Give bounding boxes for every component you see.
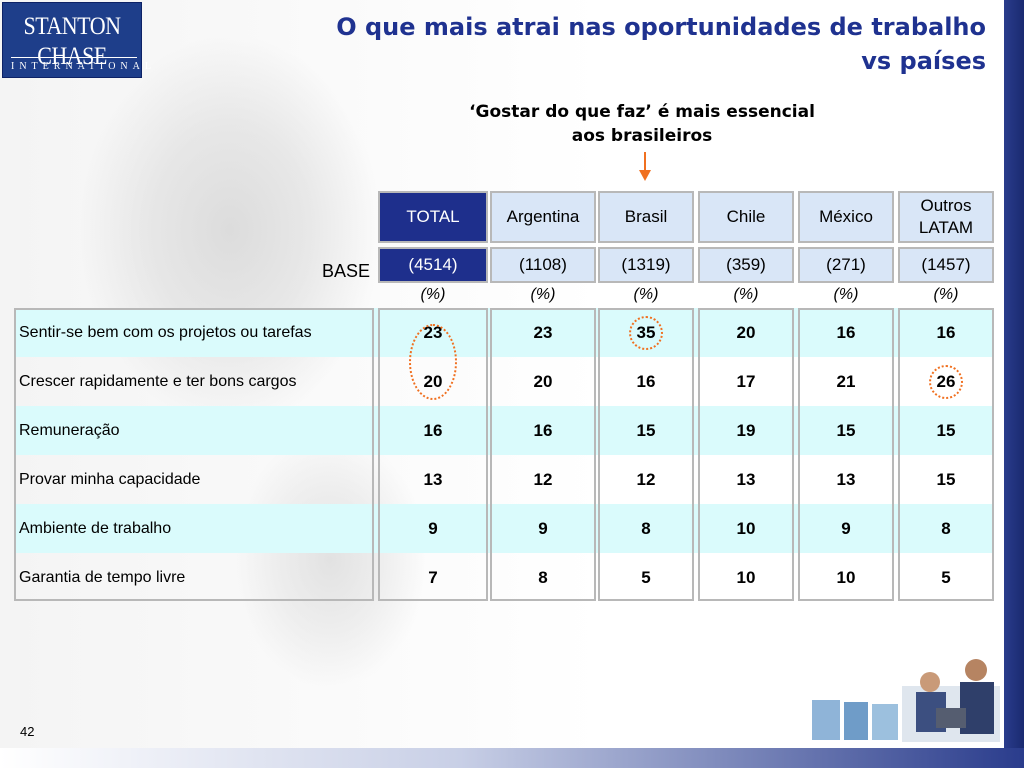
column-header-label: México xyxy=(819,206,873,228)
data-column-column-1 xyxy=(490,308,596,601)
table-cell-value: 16 xyxy=(936,323,956,342)
column-header-line1: Chile xyxy=(726,207,766,226)
base-value: (1319) xyxy=(598,247,694,283)
right-decor-bar xyxy=(1004,0,1024,768)
column-header-label: Chile xyxy=(727,206,766,228)
data-column-column-2 xyxy=(598,308,694,601)
bottom-decor-bar xyxy=(0,748,1024,768)
page-title: O que mais atrai nas oportunidades de tr… xyxy=(206,10,986,78)
table-cell-value: 13 xyxy=(423,470,443,489)
column-header-line2: LATAM xyxy=(918,218,974,237)
column-header: TOTAL xyxy=(378,191,488,243)
row-label: Remuneração xyxy=(19,422,120,439)
table-cell-value: 16 xyxy=(636,372,656,391)
stanton-chase-logo: STANTON CHASE INTERNATIONAL xyxy=(2,2,151,78)
base-value: (271) xyxy=(798,247,894,283)
table-cell-value: 21 xyxy=(836,372,856,391)
column-header-line1: Argentina xyxy=(506,207,580,226)
table-cell-value: 15 xyxy=(936,421,956,440)
table-cell-value: 12 xyxy=(636,470,656,489)
base-value: (4514) xyxy=(378,247,488,283)
row-band xyxy=(14,308,992,357)
column-header: Argentina xyxy=(490,191,596,243)
column-header: Brasil xyxy=(598,191,694,243)
data-column-column-3 xyxy=(698,308,794,601)
world-map-background xyxy=(0,0,1004,748)
table-cell-value: 5 xyxy=(941,568,951,587)
page-title-line1: O que mais atrai nas oportunidades de tr… xyxy=(336,13,986,41)
page-number: 42 xyxy=(20,724,35,739)
table-cell-value: 17 xyxy=(736,372,756,391)
row-band xyxy=(14,504,992,553)
column-header: Chile xyxy=(698,191,794,243)
unit-label: (%) xyxy=(733,286,759,303)
highlight-oval xyxy=(629,315,663,350)
highlight-oval xyxy=(929,364,963,399)
table-cell-value: 16 xyxy=(836,323,856,342)
base-value: (1108) xyxy=(490,247,596,283)
office-workers-photo xyxy=(812,659,1000,742)
table-cell-value: 10 xyxy=(836,568,856,587)
table-cell-value: 5 xyxy=(641,568,651,587)
table-cell-value: 15 xyxy=(936,470,956,489)
logo-text-sub: INTERNATIONAL xyxy=(11,57,151,72)
base-value: (359) xyxy=(698,247,794,283)
column-header-label: Brasil xyxy=(625,206,668,228)
column-header-line1: México xyxy=(819,207,873,226)
unit-label: (%) xyxy=(530,286,556,303)
page-title-line2: vs países xyxy=(861,47,986,75)
data-column-column-4 xyxy=(798,308,894,601)
base-value: (1457) xyxy=(898,247,994,283)
table-cell-value: 12 xyxy=(533,470,553,489)
column-header-line1: Brasil xyxy=(624,207,668,226)
base-label: BASE xyxy=(321,261,370,281)
table-cell-value: 8 xyxy=(538,568,548,587)
table-cell-value: 13 xyxy=(836,470,856,489)
column-header: Outros LATAM xyxy=(898,191,994,243)
unit-label: (%) xyxy=(420,286,446,303)
row-label: Provar minha capacidade xyxy=(19,471,201,488)
subtitle-line1: ‘Gostar do que faz’ é mais essencial xyxy=(469,102,815,122)
table-cell-value: 13 xyxy=(736,470,756,489)
column-header-line1: Outros xyxy=(920,196,972,215)
table-cell-value: 20 xyxy=(533,372,553,391)
table-cell-value: 20 xyxy=(736,323,756,342)
table-cell-value: 9 xyxy=(841,519,851,538)
table-cell-value: 15 xyxy=(636,421,656,440)
table-cell-value: 16 xyxy=(533,421,553,440)
row-label: Ambiente de trabalho xyxy=(19,520,172,537)
table-cell-value: 10 xyxy=(736,519,756,538)
subtitle-line2: aos brasileiros xyxy=(571,126,713,146)
unit-label: (%) xyxy=(833,286,859,303)
table-cell-value: 15 xyxy=(836,421,856,440)
column-header-line1: TOTAL xyxy=(406,207,460,226)
row-labels-column xyxy=(14,308,374,601)
data-column-column-5 xyxy=(898,308,994,601)
column-header-label: Outros LATAM xyxy=(919,195,973,239)
unit-label: (%) xyxy=(633,286,659,303)
logo-text-main: STANTON CHASE xyxy=(23,11,121,70)
table-cell-value: 23 xyxy=(533,323,553,342)
table-cell-value: 8 xyxy=(941,519,951,538)
subtitle: ‘Gostar do que faz’ é mais essencial aos… xyxy=(430,100,854,148)
down-arrow-icon xyxy=(639,152,651,181)
table-cell-value: 19 xyxy=(736,421,756,440)
table-cell-value: 16 xyxy=(423,421,443,440)
column-header-label: TOTAL xyxy=(406,206,459,228)
row-label: Garantia de tempo livre xyxy=(19,569,186,586)
row-label: Crescer rapidamente e ter bons cargos xyxy=(19,373,297,390)
column-header-label: Argentina xyxy=(507,206,580,228)
table-cell-value: 7 xyxy=(428,568,438,587)
unit-label: (%) xyxy=(933,286,959,303)
highlight-oval xyxy=(409,324,457,400)
table-cell-value: 9 xyxy=(538,519,548,538)
column-header: México xyxy=(798,191,894,243)
table-cell-value: 10 xyxy=(736,568,756,587)
row-label: Sentir-se bem com os projetos ou tarefas xyxy=(19,324,312,341)
table-cell-value: 9 xyxy=(428,519,438,538)
table-cell-value: 8 xyxy=(641,519,651,538)
row-band xyxy=(14,406,992,455)
data-column-column-0 xyxy=(378,308,488,601)
